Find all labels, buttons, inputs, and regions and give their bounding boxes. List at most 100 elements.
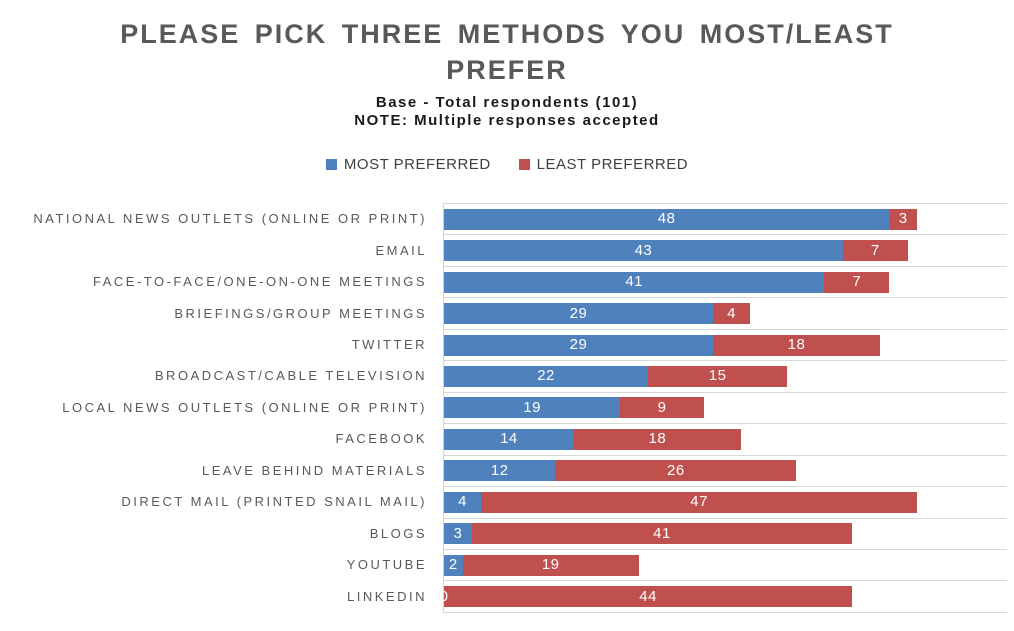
data-label: 3: [898, 210, 908, 228]
most-preferred-segment: 4: [444, 491, 482, 513]
data-label: 4: [727, 304, 736, 322]
bar-row: 12 26: [444, 454, 1007, 486]
least-preferred-segment: 3: [889, 208, 918, 230]
chart-subtitle-base: Base - Total respondents (101): [375, 94, 639, 111]
bar-row: 4 47: [444, 486, 1007, 517]
category-label: LOCAL NEWS OUTLETS (ONLINE OR PRINT): [62, 399, 427, 415]
chart-title: PLEASE PICK THREE METHODS YOU MOST/LEAST…: [120, 19, 894, 85]
least-preferred-segment: 26: [555, 460, 797, 482]
least-preferred-segment: 9: [620, 397, 704, 419]
stacked-bar: 29 4: [444, 303, 751, 325]
least-preferred-segment: 47: [481, 491, 918, 513]
stacked-bar: 12 26: [444, 460, 797, 482]
legend-label-least-preferred: LEAST PREFERRED: [536, 156, 689, 173]
data-label: 12: [490, 462, 509, 480]
data-label: 47: [690, 493, 708, 511]
most-preferred-segment: 41: [444, 271, 825, 293]
data-label: 29: [569, 336, 588, 354]
category-label: BRIEFINGS/GROUP MEETINGS: [174, 305, 427, 321]
data-label: 7: [870, 241, 880, 259]
bar-row: 2 19: [444, 548, 1007, 580]
data-label: 48: [657, 210, 676, 228]
data-label: 9: [657, 399, 667, 417]
least-preferred-segment: 15: [648, 365, 788, 387]
data-label: 18: [787, 336, 806, 354]
data-label: 44: [639, 587, 657, 605]
data-label: 22: [537, 367, 555, 385]
bar-row: 22 15: [444, 360, 1007, 391]
data-label: 19: [541, 556, 560, 574]
data-label: 41: [653, 524, 671, 542]
category-label: EMAIL: [375, 242, 427, 258]
category-label: FACEBOOK: [335, 431, 427, 447]
legend-item-least-preferred: LEAST PREFERRED: [518, 156, 689, 173]
stacked-bar: 22 15: [444, 365, 788, 387]
most-preferred-segment: 29: [444, 303, 713, 325]
data-label: 18: [648, 430, 667, 448]
plot-area: NATIONAL NEWS OUTLETS (ONLINE OR PRINT) E…: [0, 203, 1014, 613]
category-label: LEAVE BEHIND MATERIALS: [201, 462, 427, 478]
most-preferred-segment: 14: [444, 428, 574, 450]
bar-row: 19 9: [444, 391, 1007, 423]
chart-subtitle-note: NOTE: Multiple responses accepted: [354, 112, 660, 129]
bar-row: 29 4: [444, 297, 1007, 328]
bar-row: 41 7: [444, 265, 1007, 297]
most-preferred-segment: 43: [444, 240, 843, 262]
stacked-bar: 19 9: [444, 397, 704, 419]
stacked-bar: 29 18: [444, 334, 880, 356]
data-label: 15: [708, 367, 727, 385]
least-preferred-segment: 41: [471, 523, 853, 545]
category-label: YOUTUBE: [346, 557, 427, 573]
stacked-bar: 3 41: [444, 523, 853, 545]
data-label: 41: [625, 273, 643, 291]
stacked-bar: 0 44: [440, 586, 853, 608]
data-label: 43: [634, 241, 653, 259]
category-label: LINKEDIN: [347, 588, 427, 604]
data-label: 7: [852, 273, 862, 291]
most-preferred-segment: 22: [444, 365, 649, 387]
bar-row: 43 7: [444, 234, 1007, 265]
category-label: NATIONAL NEWS OUTLETS (ONLINE OR PRINT): [33, 211, 427, 227]
least-preferred-segment: 18: [573, 428, 741, 450]
stacked-bar: 43 7: [444, 240, 908, 262]
bar-row: 0 44: [440, 580, 1007, 611]
legend-label-most-preferred: MOST PREFERRED: [343, 156, 491, 173]
bar-row: 29 18: [444, 328, 1007, 360]
stacked-bar: 4 47: [444, 491, 918, 513]
least-preferred-segment: 4: [713, 303, 751, 325]
least-preferred-segment: 19: [462, 554, 639, 576]
most-preferred-segment: 3: [444, 523, 472, 545]
category-label: FACE-TO-FACE/ONE-ON-ONE MEETINGS: [92, 274, 427, 290]
least-preferred-segment: 7: [824, 271, 890, 293]
least-preferred-segment: 18: [713, 334, 880, 356]
least-preferred-swatch-icon: [518, 159, 530, 170]
most-preferred-segment: 48: [444, 208, 890, 230]
most-preferred-segment: 2: [444, 554, 463, 576]
category-label: DIRECT MAIL (PRINTED SNAIL MAIL): [121, 494, 427, 510]
data-label: 26: [667, 462, 685, 480]
chart-legend: MOST PREFERRED LEAST PREFERRED: [0, 156, 1014, 173]
most-preferred-segment: 19: [444, 397, 621, 419]
stacked-bar: 2 19: [444, 554, 639, 576]
bar-plot: 48 3 43 7 41 7 29 4 29 18 22 15 19 9 14 18 12 26 4 47 3 41 2 19…: [440, 203, 1007, 613]
data-label: 14: [500, 430, 518, 448]
least-preferred-segment: 7: [842, 240, 908, 262]
data-label: 19: [523, 399, 541, 417]
most-preferred-segment: 29: [444, 334, 713, 356]
category-label: TWITTER: [351, 337, 427, 353]
stacked-bar: 41 7: [444, 271, 890, 293]
bar-row: 14 18: [444, 423, 1007, 454]
data-label: 29: [569, 304, 588, 322]
category-label: BROADCAST/CABLE TELEVISION: [154, 368, 427, 384]
category-axis: NATIONAL NEWS OUTLETS (ONLINE OR PRINT) E…: [0, 203, 435, 612]
most-preferred-swatch-icon: [325, 159, 337, 170]
least-preferred-segment: 44: [444, 586, 853, 608]
bar-row: 48 3: [444, 203, 1007, 234]
data-label: 3: [453, 524, 463, 542]
stacked-bar: 14 18: [444, 428, 741, 450]
data-label: 0: [439, 587, 449, 605]
stacked-bar: 48 3: [444, 208, 918, 230]
most-preferred-segment: 12: [444, 460, 556, 482]
data-label: 4: [458, 493, 467, 511]
